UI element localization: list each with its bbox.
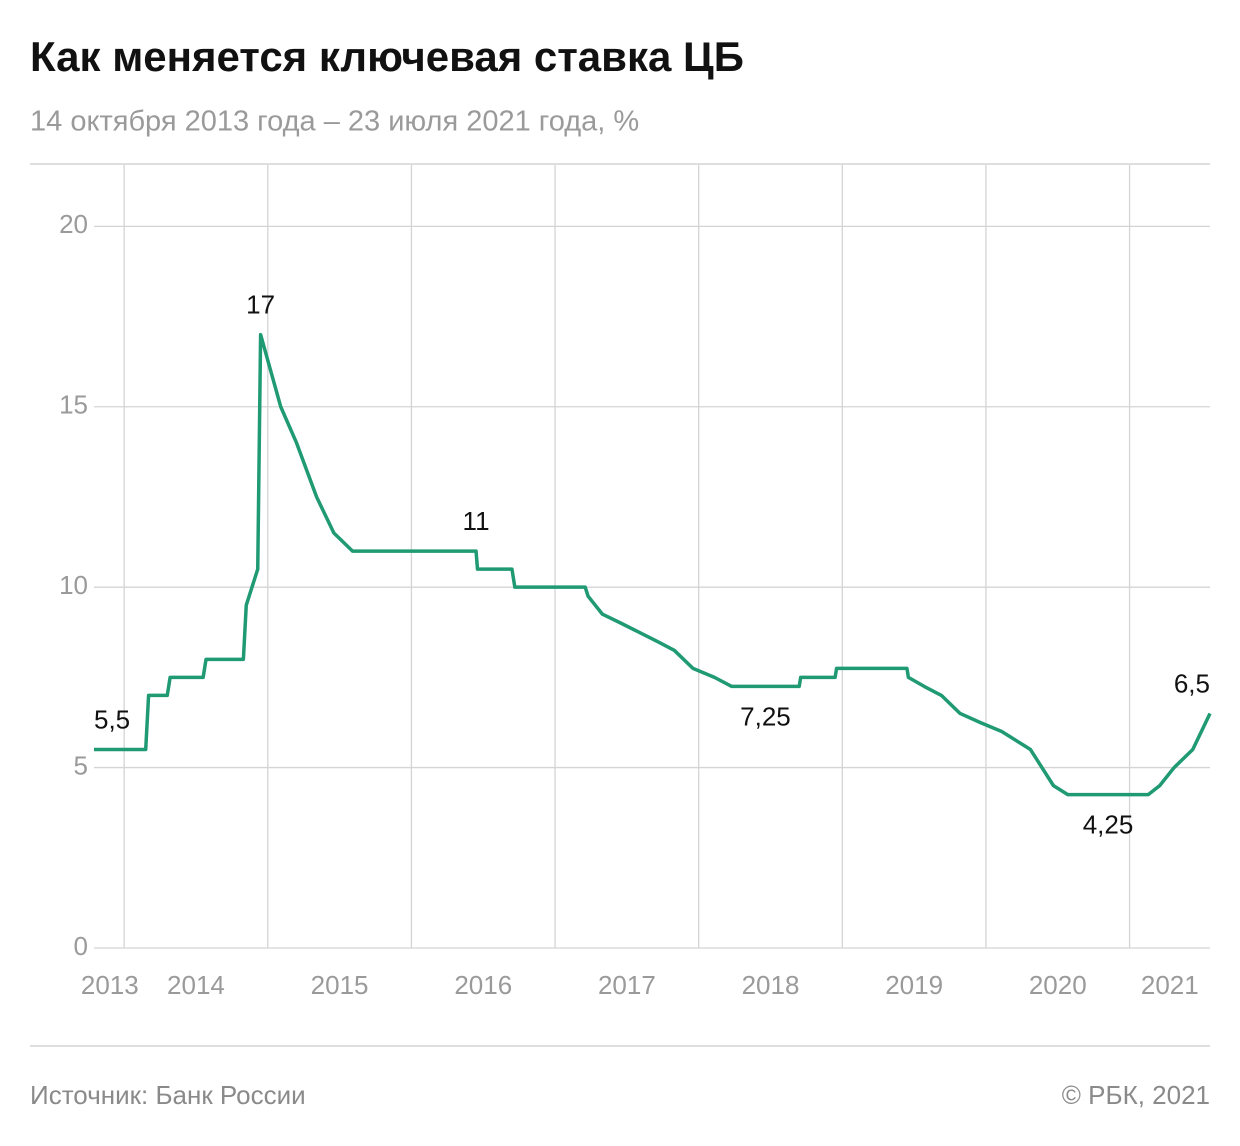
y-tick-label: 5 (74, 750, 88, 780)
line (94, 332, 1212, 797)
chart-subtitle: 14 октября 2013 года – 23 июля 2021 года… (30, 106, 639, 138)
x-tick-label: 2013 (81, 970, 139, 1000)
x-tick-label: 2017 (598, 970, 656, 1000)
x-tick-label: 2020 (1029, 970, 1087, 1000)
x-tick-label: 2016 (454, 970, 512, 1000)
x-tick-label: 2015 (311, 970, 369, 1000)
value-label: 17 (246, 289, 275, 319)
y-tick-label: 10 (59, 570, 88, 600)
value-label: 4,25 (1083, 810, 1134, 840)
x-tick-label: 2021 (1141, 970, 1199, 1000)
y-tick-label: 20 (59, 209, 88, 239)
chart-title: Как меняется ключевая ставка ЦБ (30, 33, 744, 80)
value-label: 7,25 (740, 701, 791, 731)
value-label: 5,5 (94, 704, 130, 734)
source: Источник: Банк России (30, 1080, 306, 1110)
y-tick-label: 15 (59, 390, 88, 420)
x-tick-label: 2018 (742, 970, 800, 1000)
value-label: 11 (463, 506, 490, 536)
y-tick-label: 0 (74, 931, 88, 961)
credit: © РБК, 2021 (1062, 1080, 1210, 1110)
x-tick-label: 2014 (167, 970, 225, 1000)
x-tick-label: 2019 (885, 970, 943, 1000)
value-label: 6,5 (1174, 668, 1210, 698)
